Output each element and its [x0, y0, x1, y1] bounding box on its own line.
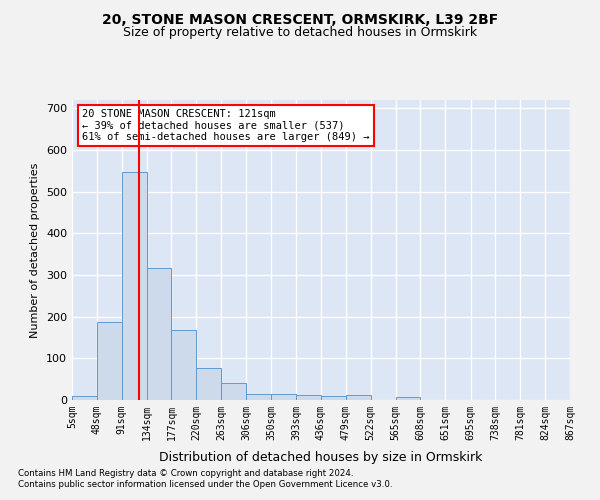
Bar	[271, 394, 296, 400]
Text: 20, STONE MASON CRESCENT, ORMSKIRK, L39 2BF: 20, STONE MASON CRESCENT, ORMSKIRK, L39 …	[102, 12, 498, 26]
Bar	[122, 172, 146, 400]
Bar	[221, 384, 246, 400]
Bar	[296, 396, 321, 400]
Bar	[395, 397, 421, 400]
Bar	[246, 394, 271, 400]
Bar	[146, 268, 172, 400]
Bar	[97, 322, 122, 400]
Text: Contains public sector information licensed under the Open Government Licence v3: Contains public sector information licen…	[18, 480, 392, 489]
Text: 20 STONE MASON CRESCENT: 121sqm
← 39% of detached houses are smaller (537)
61% o: 20 STONE MASON CRESCENT: 121sqm ← 39% of…	[82, 109, 370, 142]
Bar	[196, 368, 221, 400]
Bar	[72, 396, 97, 400]
Y-axis label: Number of detached properties: Number of detached properties	[31, 162, 40, 338]
Bar	[346, 396, 371, 400]
Text: Contains HM Land Registry data © Crown copyright and database right 2024.: Contains HM Land Registry data © Crown c…	[18, 468, 353, 477]
Bar	[321, 396, 346, 400]
Text: Distribution of detached houses by size in Ormskirk: Distribution of detached houses by size …	[160, 451, 482, 464]
Text: Size of property relative to detached houses in Ormskirk: Size of property relative to detached ho…	[123, 26, 477, 39]
Bar	[172, 330, 196, 400]
